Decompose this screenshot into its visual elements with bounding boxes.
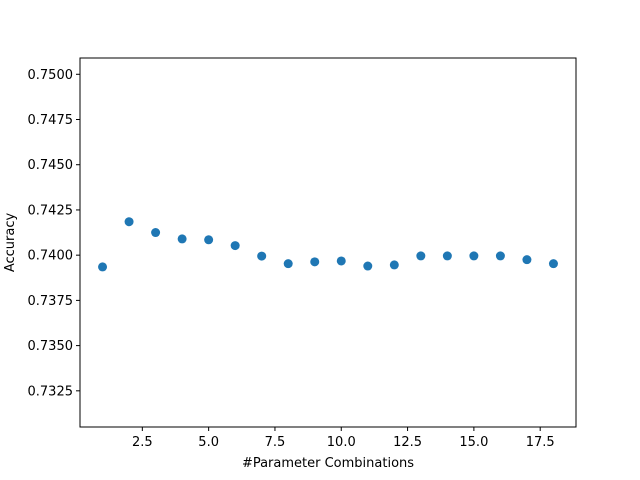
y-tick-label: 0.7425 — [28, 203, 74, 218]
data-point — [98, 262, 108, 272]
y-tick-label: 0.7450 — [28, 158, 74, 173]
y-tick-label: 0.7475 — [28, 113, 74, 128]
x-tick-label: 17.5 — [526, 435, 555, 450]
y-tick-label: 0.7375 — [28, 294, 74, 309]
x-tick-label: 7.5 — [265, 435, 286, 450]
data-point — [416, 251, 426, 261]
data-point — [151, 228, 161, 238]
y-tick-label: 0.7500 — [28, 68, 74, 83]
data-point — [495, 251, 505, 261]
data-point — [310, 257, 320, 267]
data-point — [442, 251, 452, 261]
data-point — [177, 234, 187, 244]
data-point — [257, 251, 267, 261]
data-point — [469, 251, 479, 261]
x-tick-label: 10.0 — [327, 435, 356, 450]
data-point — [283, 259, 293, 269]
data-point — [522, 255, 532, 265]
data-point — [548, 259, 558, 269]
x-tick-label: 2.5 — [132, 435, 153, 450]
plot-frame — [79, 57, 577, 428]
y-axis-ticks: 0.7325 0.7350 0.7375 0.7400 0.7425 0.7450 0.74… — [28, 68, 80, 399]
data-point — [230, 241, 240, 251]
x-axis-title: #Parameter Combinations — [242, 456, 414, 471]
data-point — [389, 260, 399, 270]
data-point — [124, 217, 134, 227]
y-tick-label: 0.7400 — [28, 249, 74, 264]
x-tick-label: 12.5 — [393, 435, 422, 450]
y-tick-label: 0.7350 — [28, 339, 74, 354]
data-point — [336, 256, 346, 266]
x-axis-ticks: 2.5 5.0 7.5 10.0 12.5 15.0 17.5 — [132, 427, 555, 450]
y-tick-label: 0.7325 — [28, 384, 74, 399]
data-points — [98, 217, 558, 272]
x-tick-label: 5.0 — [198, 435, 219, 450]
y-axis-title: Accuracy — [3, 213, 18, 273]
data-point — [204, 235, 214, 245]
data-point — [363, 261, 373, 271]
x-tick-label: 15.0 — [459, 435, 488, 450]
